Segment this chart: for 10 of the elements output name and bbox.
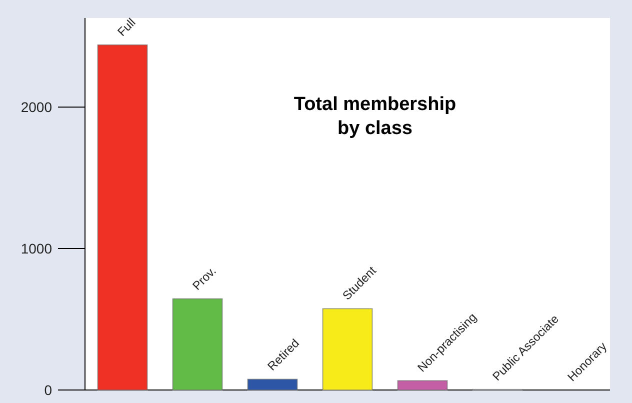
y-tick-label: 0 bbox=[44, 382, 52, 398]
bar bbox=[97, 44, 148, 390]
bar bbox=[247, 378, 298, 390]
bar bbox=[172, 298, 223, 390]
x-tick-label: Full bbox=[114, 15, 138, 39]
text: Total membership by class bbox=[294, 94, 456, 139]
bar bbox=[322, 308, 373, 390]
y-tick-label: 1000 bbox=[20, 240, 52, 256]
bar bbox=[397, 380, 448, 390]
y-tick-label: 2000 bbox=[20, 99, 52, 116]
